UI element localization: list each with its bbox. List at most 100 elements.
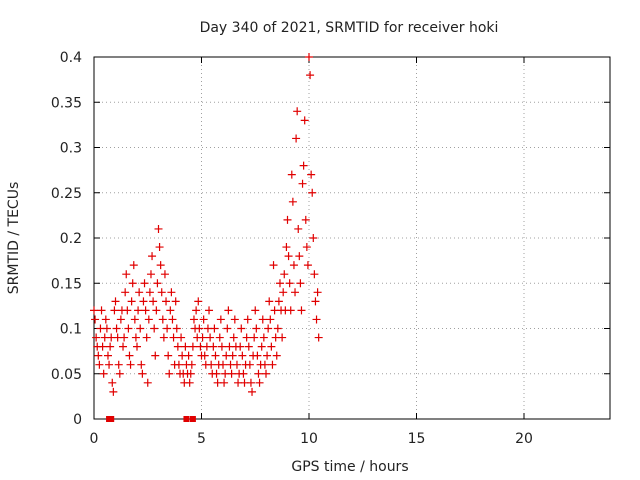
data-point bbox=[97, 306, 106, 315]
data-point bbox=[122, 270, 131, 279]
data-point bbox=[114, 360, 123, 369]
data-point bbox=[184, 351, 193, 360]
data-point bbox=[259, 333, 268, 342]
data-point bbox=[148, 252, 157, 261]
data-point bbox=[134, 306, 143, 315]
data-point bbox=[94, 351, 103, 360]
data-point bbox=[111, 297, 120, 306]
data-point bbox=[198, 333, 207, 342]
data-point bbox=[102, 324, 111, 333]
data-point bbox=[248, 387, 257, 396]
data-point bbox=[237, 324, 246, 333]
grid bbox=[94, 57, 610, 419]
data-point bbox=[307, 170, 316, 179]
data-point bbox=[144, 315, 153, 324]
data-point bbox=[155, 243, 164, 252]
data-point bbox=[309, 234, 318, 242]
data-point bbox=[129, 261, 138, 270]
data-point bbox=[174, 360, 183, 369]
data-point bbox=[157, 288, 166, 297]
data-point bbox=[210, 324, 219, 333]
data-point bbox=[302, 243, 311, 252]
data-point bbox=[245, 360, 254, 369]
data-point bbox=[257, 342, 266, 351]
data-point bbox=[160, 270, 169, 279]
data-point bbox=[264, 324, 273, 333]
data-point bbox=[269, 261, 278, 270]
data-point bbox=[185, 378, 194, 387]
data-point bbox=[305, 53, 313, 61]
zero-marker bbox=[108, 416, 115, 422]
data-point bbox=[173, 342, 182, 351]
data-point bbox=[216, 315, 225, 324]
data-point bbox=[92, 333, 101, 342]
data-point bbox=[149, 297, 158, 306]
data-point bbox=[295, 252, 304, 261]
data-point bbox=[90, 306, 98, 315]
data-point bbox=[273, 324, 282, 333]
y-axis-label: SRMTID / TECUs bbox=[6, 182, 22, 295]
data-point bbox=[262, 369, 270, 378]
x-tick-label: 5 bbox=[197, 431, 206, 447]
x-axis-label: GPS time / hours bbox=[291, 459, 408, 475]
data-point bbox=[289, 261, 298, 270]
data-point bbox=[131, 333, 140, 342]
data-point bbox=[194, 297, 203, 306]
data-point bbox=[164, 351, 173, 360]
data-point bbox=[282, 243, 291, 252]
data-point bbox=[167, 288, 176, 297]
data-point bbox=[110, 306, 119, 315]
data-point bbox=[212, 369, 221, 378]
data-point bbox=[126, 360, 135, 369]
data-point bbox=[227, 369, 236, 378]
zero-marker bbox=[183, 416, 190, 422]
data-point bbox=[135, 288, 144, 297]
data-point bbox=[252, 324, 261, 333]
data-point bbox=[165, 369, 174, 378]
data-point bbox=[116, 315, 125, 324]
data-point bbox=[192, 306, 201, 315]
data-point bbox=[153, 279, 162, 288]
plot-frame bbox=[93, 56, 611, 420]
data-point bbox=[98, 342, 107, 351]
x-tick-label: 0 bbox=[90, 431, 99, 447]
data-point bbox=[127, 297, 136, 306]
data-point bbox=[137, 360, 146, 369]
data-point bbox=[243, 315, 252, 324]
data-point bbox=[310, 270, 319, 279]
data-point bbox=[112, 324, 121, 333]
data-point bbox=[141, 306, 150, 315]
data-point bbox=[217, 342, 226, 351]
data-point bbox=[119, 342, 128, 351]
data-point bbox=[136, 324, 145, 333]
data-point bbox=[258, 315, 267, 324]
data-point bbox=[314, 333, 323, 342]
data-point bbox=[152, 306, 161, 315]
data-point bbox=[181, 342, 190, 351]
y-tick-label: 0.25 bbox=[51, 186, 82, 202]
data-point bbox=[250, 333, 259, 342]
data-point bbox=[299, 161, 308, 170]
data-point bbox=[103, 351, 112, 360]
data-point bbox=[246, 378, 255, 387]
data-point bbox=[211, 351, 220, 360]
data-point bbox=[115, 369, 124, 378]
data-point bbox=[106, 342, 115, 351]
data-point bbox=[300, 116, 309, 125]
data-point bbox=[280, 270, 289, 279]
data-point bbox=[294, 224, 303, 233]
data-point bbox=[150, 324, 159, 333]
data-point bbox=[230, 315, 239, 324]
data-point bbox=[268, 360, 277, 369]
chart-title: Day 340 of 2021, SRMTID for receiver hok… bbox=[200, 20, 499, 36]
data-point bbox=[313, 288, 322, 297]
data-point bbox=[291, 288, 300, 297]
data-point bbox=[287, 170, 296, 179]
data-point bbox=[145, 288, 154, 297]
data-point bbox=[239, 369, 248, 378]
data-point bbox=[215, 333, 224, 342]
data-point bbox=[130, 315, 139, 324]
data-point bbox=[303, 261, 312, 270]
data-point bbox=[244, 342, 253, 351]
data-point bbox=[200, 351, 209, 360]
